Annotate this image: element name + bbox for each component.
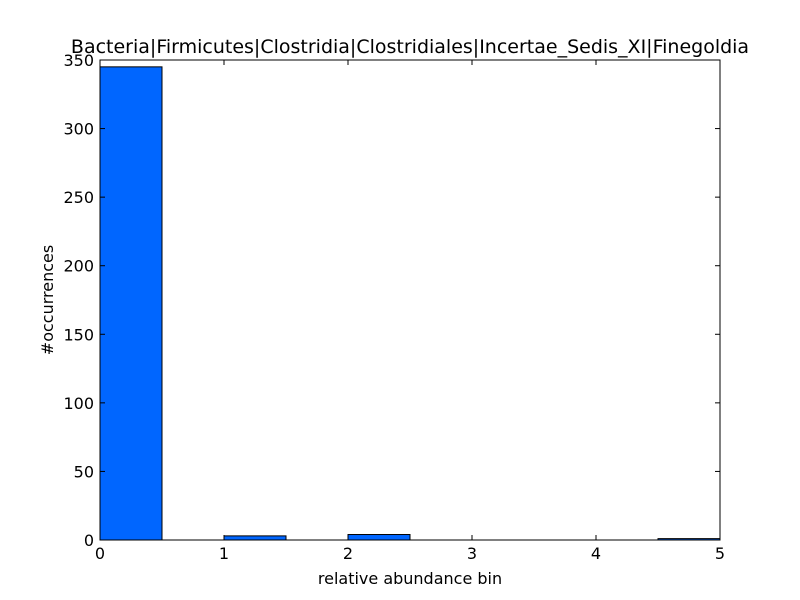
x-tick-label: 4 bbox=[591, 544, 601, 563]
y-tick-label: 0 bbox=[84, 531, 94, 550]
histogram-bar bbox=[99, 66, 163, 541]
bars-group bbox=[99, 66, 721, 541]
x-tick-label: 5 bbox=[715, 544, 725, 563]
chart-title: Bacteria|Firmicutes|Clostridia|Clostridi… bbox=[71, 36, 749, 58]
y-tick-label: 300 bbox=[63, 120, 94, 139]
y-tick-label: 200 bbox=[63, 257, 94, 276]
y-tick-label: 50 bbox=[74, 462, 94, 481]
x-tick-label: 0 bbox=[95, 544, 105, 563]
histogram-bar bbox=[347, 534, 411, 541]
x-tick-label: 3 bbox=[467, 544, 477, 563]
y-tick-label: 350 bbox=[63, 51, 94, 70]
x-tick-label: 2 bbox=[343, 544, 353, 563]
y-tick-label: 150 bbox=[63, 325, 94, 344]
x-axis-label: relative abundance bin bbox=[318, 569, 502, 588]
histogram-bar bbox=[223, 535, 287, 541]
y-tick-label: 100 bbox=[63, 394, 94, 413]
y-tick-label: 250 bbox=[63, 188, 94, 207]
x-tick-label: 1 bbox=[219, 544, 229, 563]
y-axis-label: #occurrences bbox=[38, 245, 57, 355]
plot-frame bbox=[99, 59, 721, 541]
